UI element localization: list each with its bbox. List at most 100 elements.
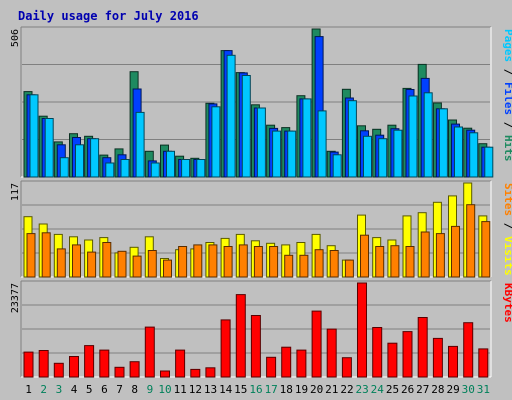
x-tick-label-day-18: 18	[280, 383, 293, 396]
x-tick-label-day-2: 2	[40, 383, 47, 396]
panel-legend: KBytes	[502, 283, 512, 323]
panel-max-label: 23377	[10, 283, 21, 313]
bar-kbytes-day-16	[250, 315, 261, 378]
bar-kbytes-day-10	[160, 370, 170, 378]
x-tick-label-day-6: 6	[101, 383, 108, 396]
legend-entry: /	[502, 62, 512, 82]
bar-sites-day-7	[117, 250, 127, 278]
bar-sites-day-24	[375, 246, 385, 278]
bar-pages-day-23	[363, 135, 372, 178]
bar-sites-day-28	[435, 233, 445, 278]
x-tick-label-day-5: 5	[86, 383, 93, 396]
x-tick-label-day-21: 21	[325, 383, 338, 396]
x-tick-label-day-22: 22	[340, 383, 353, 396]
x-tick-label-day-10: 10	[158, 383, 171, 396]
bar-kbytes-day-8	[129, 361, 140, 378]
x-tick-label-day-29: 29	[446, 383, 459, 396]
bar-sites-day-9	[147, 250, 157, 278]
bar-kbytes-day-22	[341, 357, 352, 378]
legend-entry: Files	[502, 82, 512, 115]
bar-pages-day-21	[332, 154, 342, 178]
bar-kbytes-day-1	[23, 351, 34, 378]
bar-pages-day-28	[438, 108, 448, 178]
panel-legend: Pages / Files / Hits	[502, 29, 512, 162]
bar-kbytes-day-19	[296, 349, 307, 378]
x-tick-label-day-20: 20	[310, 383, 323, 396]
bar-kbytes-day-28	[432, 337, 443, 378]
bar-sites-day-21	[329, 250, 339, 278]
bar-pages-day-10	[166, 150, 175, 178]
bar-sites-day-19	[299, 254, 309, 278]
bar-sites-day-5	[87, 251, 97, 278]
bar-sites-day-17	[269, 246, 279, 278]
bar-pages-day-19	[302, 98, 312, 178]
bar-kbytes-day-30	[463, 322, 474, 378]
x-tick-label-day-11: 11	[174, 383, 187, 396]
panel-bot: 23377 KBytes	[10, 280, 512, 378]
bar-pages-day-18	[287, 130, 297, 178]
bar-sites-day-4	[72, 244, 81, 278]
bar-sites-day-12	[193, 244, 203, 278]
bar-pages-day-17	[272, 130, 282, 178]
bar-kbytes-day-20	[311, 310, 322, 378]
bar-kbytes-day-24	[372, 327, 383, 378]
bar-pages-day-20	[317, 110, 327, 178]
bar-pages-day-22	[347, 100, 357, 178]
bar-pages-day-29	[454, 126, 463, 178]
x-tick-label-day-8: 8	[131, 383, 138, 396]
x-tick-label-day-15: 15	[234, 383, 247, 396]
legend-entry: KBytes	[502, 283, 512, 323]
x-tick-label-day-19: 19	[295, 383, 308, 396]
x-tick-label-day-12: 12	[189, 383, 202, 396]
x-tick-label-day-27: 27	[416, 383, 429, 396]
bar-kbytes-day-9	[144, 326, 155, 378]
bar-sites-day-15	[238, 244, 248, 278]
x-tick-label-day-4: 4	[71, 383, 78, 396]
bar-pages-day-15	[241, 75, 251, 178]
bar-sites-day-2	[41, 232, 51, 278]
bar-pages-day-12	[196, 159, 206, 178]
x-tick-label-day-13: 13	[204, 383, 217, 396]
bar-kbytes-day-27	[417, 317, 428, 378]
bar-pages-day-14	[226, 54, 236, 178]
bar-sites-day-31	[481, 221, 491, 278]
x-tick-label-day-30: 30	[462, 383, 475, 396]
bar-kbytes-day-2	[38, 350, 49, 378]
bar-kbytes-day-6	[99, 349, 110, 378]
bar-sites-day-27	[420, 231, 430, 278]
bar-pages-day-27	[423, 92, 433, 178]
bar-kbytes-day-26	[402, 331, 413, 378]
bar-kbytes-day-23	[357, 282, 367, 378]
legend-entry: Visits	[502, 236, 512, 276]
legend-entry: /	[502, 115, 512, 135]
bar-kbytes-day-3	[53, 362, 64, 378]
x-tick-label-day-16: 16	[249, 383, 262, 396]
x-tick-label-day-1: 1	[25, 383, 32, 396]
bar-kbytes-day-31	[478, 348, 489, 378]
bar-pages-day-24	[378, 138, 388, 178]
legend-entry: Sites	[502, 183, 512, 216]
panel-max-label: 506	[10, 29, 21, 47]
x-tick-label-day-17: 17	[265, 383, 278, 396]
bar-pages-day-8	[135, 111, 145, 178]
bar-kbytes-day-14	[220, 319, 231, 378]
bar-sites-day-29	[451, 225, 460, 278]
bar-sites-day-26	[405, 246, 415, 278]
bar-pages-day-13	[211, 106, 221, 178]
bar-sites-day-6	[102, 242, 112, 278]
x-tick-label-day-26: 26	[401, 383, 414, 396]
bar-sites-day-10	[163, 259, 172, 278]
legend-entry: /	[502, 216, 512, 236]
x-tick-label-day-28: 28	[431, 383, 444, 396]
bar-kbytes-day-25	[387, 342, 398, 378]
bar-pages-day-7	[120, 159, 130, 178]
bar-pages-day-11	[181, 159, 191, 178]
x-tick-label-day-31: 31	[477, 383, 490, 396]
panel-legend: Sites / Visits	[502, 183, 512, 276]
bar-pages-day-6	[105, 162, 115, 178]
bar-kbytes-day-17	[266, 356, 277, 378]
x-tick-label-day-3: 3	[56, 383, 63, 396]
bar-pages-day-16	[256, 107, 266, 178]
bar-sites-day-13	[208, 244, 218, 278]
